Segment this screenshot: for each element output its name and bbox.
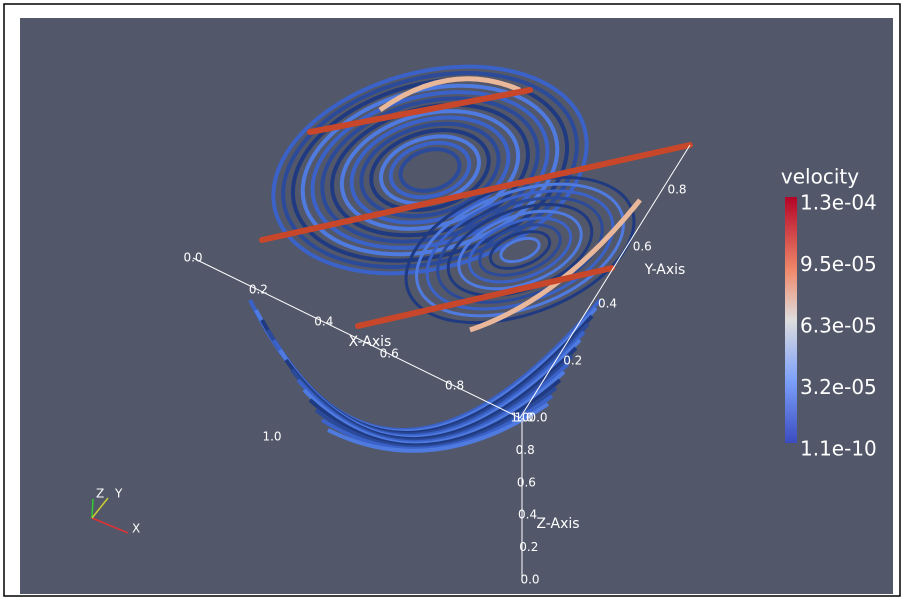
stream-highlight xyxy=(378,76,521,113)
x-tick-label: 0.8 xyxy=(445,379,464,393)
x-axis-label: X-Axis xyxy=(349,334,392,350)
x-tick-label: 0.0 xyxy=(183,251,202,265)
stream-ring xyxy=(369,128,491,212)
stream-arc xyxy=(327,402,550,453)
z-axis-label: Z-Axis xyxy=(536,516,579,532)
colorbar xyxy=(785,197,797,443)
x-tick-label: 1.0 xyxy=(510,411,529,425)
stream-ring xyxy=(388,140,472,200)
stream-ring xyxy=(415,182,625,318)
y-tick-label: 0.6 xyxy=(633,240,652,254)
colorbar-label: 6.3e-05 xyxy=(800,314,877,338)
x-tick-label: 0.4 xyxy=(314,315,333,329)
orient-z: Z xyxy=(96,487,104,501)
stream-ring xyxy=(359,121,501,219)
orient-y: Y xyxy=(114,487,123,501)
z-tick-label: 0.0 xyxy=(520,573,539,587)
y-tick-label: 0.0 xyxy=(528,411,547,425)
red-tubes xyxy=(259,87,693,329)
y-tick-label: 0.2 xyxy=(563,354,582,368)
y-tick-label: 0.8 xyxy=(667,183,686,197)
x-tick-label: 0.6 xyxy=(380,347,399,361)
stream-ring xyxy=(271,64,589,276)
stream-ring xyxy=(281,71,579,269)
stream-ring xyxy=(478,223,562,277)
z-tick-label: 0.6 xyxy=(517,475,536,489)
colorbar-label: 1.1e-10 xyxy=(800,437,877,461)
orientation-axes xyxy=(91,497,129,534)
colorbar-label: 9.5e-05 xyxy=(800,252,877,276)
x-tick-label: 0.2 xyxy=(249,283,268,297)
stream-ring xyxy=(499,236,541,264)
stream-ring xyxy=(467,216,573,284)
stream-ring xyxy=(436,196,604,304)
colorbar-label: 3.2e-05 xyxy=(800,375,877,399)
stream-ring xyxy=(398,147,462,193)
axes-lines xyxy=(192,144,691,580)
z-tick-label: 0.4 xyxy=(518,508,537,522)
extra-label: 1.0 xyxy=(262,430,281,444)
stream-ring xyxy=(457,209,583,291)
orient-x: X xyxy=(132,522,140,536)
stream-ring xyxy=(488,230,552,270)
colorbar-label: 1.3e-04 xyxy=(800,191,877,215)
z-tick-label: 1.0 xyxy=(514,411,533,425)
y-tick-label: 0.4 xyxy=(598,297,617,311)
y-axis-label: Y-Axis xyxy=(644,262,686,278)
z-tick-label: 0.8 xyxy=(516,443,535,457)
z-tick-label: 0.2 xyxy=(519,540,538,554)
stream-ring xyxy=(339,109,521,231)
colorbar-title: velocity xyxy=(781,165,859,189)
